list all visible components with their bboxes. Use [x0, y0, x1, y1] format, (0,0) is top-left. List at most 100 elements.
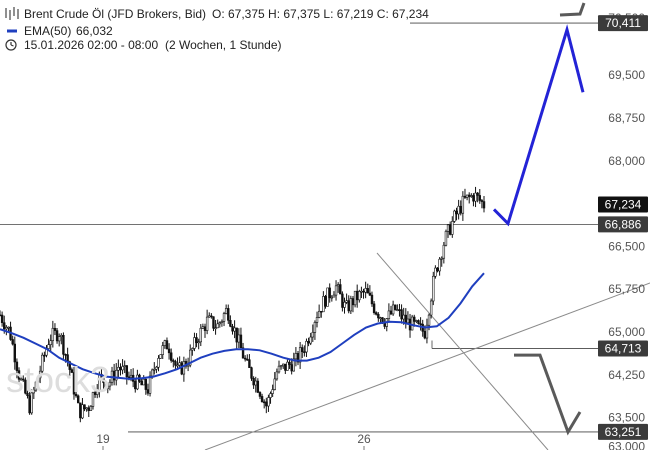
candle-body	[93, 392, 97, 395]
price-label-box	[598, 15, 648, 32]
candle-body	[286, 361, 289, 371]
candle-body	[205, 316, 209, 331]
candle-body	[19, 378, 23, 381]
ema-line	[0, 272, 485, 380]
candle-body	[355, 290, 359, 301]
candle-body	[341, 293, 344, 308]
y-tick-label: 68,750	[608, 111, 645, 125]
candle-body	[265, 401, 268, 407]
candle-body	[406, 318, 410, 324]
candle-body	[379, 317, 382, 319]
candle-body	[275, 371, 279, 380]
candle-body	[125, 365, 129, 378]
candle-body	[317, 310, 321, 318]
candle-body	[419, 323, 422, 325]
candle-body	[440, 257, 443, 260]
x-axis: 19 26	[96, 432, 371, 450]
candle-body	[49, 340, 52, 345]
candle-body	[64, 353, 67, 356]
candle-body	[182, 361, 186, 375]
candle-body	[161, 345, 164, 355]
candle-body	[142, 378, 145, 386]
candle-body	[178, 362, 181, 366]
price-label-box	[598, 423, 648, 440]
candle-body	[305, 340, 308, 353]
candle-body	[174, 361, 177, 366]
candle-body	[208, 315, 211, 318]
candle-body	[11, 339, 14, 345]
period-text: 15.01.2026 02:00 - 08:00	[24, 38, 158, 52]
x-tick-label: 19	[96, 432, 110, 446]
candle-body	[144, 378, 148, 390]
candle-body	[62, 334, 65, 355]
candle-body	[470, 195, 473, 197]
candle-body	[104, 382, 107, 389]
rising-trendline	[204, 282, 650, 451]
range-text: (2 Wochen, 1 Stunde)	[165, 38, 282, 52]
candle-body	[294, 353, 298, 360]
candle-body	[222, 313, 226, 322]
candle-body	[472, 195, 475, 202]
candle-body	[446, 224, 450, 232]
candle-body	[358, 291, 361, 301]
candle-body	[434, 267, 437, 277]
y-tick-label: 63,000	[608, 439, 645, 450]
candle-body	[123, 365, 126, 367]
candle-body	[157, 358, 160, 368]
candle-body	[345, 300, 348, 303]
candle-body	[155, 366, 158, 370]
candle-body	[453, 210, 456, 222]
candle-body	[38, 370, 42, 379]
candle-body	[391, 304, 395, 315]
candle-body	[51, 327, 55, 341]
projection-down-line	[514, 353, 582, 436]
candle-body	[436, 267, 439, 272]
projection-layer	[492, 2, 586, 436]
candle-body	[72, 372, 76, 395]
candle-body	[235, 327, 238, 343]
candle-body	[115, 369, 118, 381]
candle-body	[231, 326, 234, 332]
candle-body	[296, 353, 300, 363]
candle-body	[326, 287, 329, 307]
candle-body	[432, 275, 435, 302]
candle-body	[146, 389, 150, 394]
candle-body	[210, 315, 213, 318]
candle-body	[417, 320, 420, 324]
projection-top-hook	[559, 2, 586, 17]
candle-body	[129, 374, 133, 378]
candle-body	[108, 381, 112, 387]
candle-body	[81, 404, 84, 419]
candle-body	[53, 327, 57, 331]
candle-body	[442, 244, 446, 259]
candle-body	[332, 294, 336, 298]
candle-body	[273, 378, 276, 390]
candle-body	[148, 375, 152, 394]
candle-body	[256, 380, 260, 393]
candle-body	[176, 364, 179, 367]
price-label-text: 64,713	[605, 341, 642, 355]
clock-icon	[5, 39, 17, 51]
candle-body	[197, 341, 200, 344]
candle-body	[455, 210, 458, 215]
candle-body	[254, 380, 257, 386]
candle-body	[410, 316, 414, 331]
candle-body	[186, 364, 190, 367]
candle-body	[189, 349, 192, 366]
candle-body	[389, 310, 393, 315]
candle-body	[482, 201, 486, 209]
candle-body	[233, 327, 236, 332]
candle-body	[476, 192, 479, 196]
candle-body	[402, 314, 405, 320]
candle-body	[119, 366, 122, 371]
y-tick-label: 68,000	[608, 154, 645, 168]
candle-body	[480, 200, 484, 202]
candle-body	[394, 304, 397, 310]
candle-body	[241, 347, 245, 359]
candle-body	[248, 359, 251, 368]
candle-body	[36, 377, 40, 383]
candle-body	[83, 404, 86, 410]
candle-body	[457, 205, 460, 215]
candle-body	[461, 195, 465, 214]
